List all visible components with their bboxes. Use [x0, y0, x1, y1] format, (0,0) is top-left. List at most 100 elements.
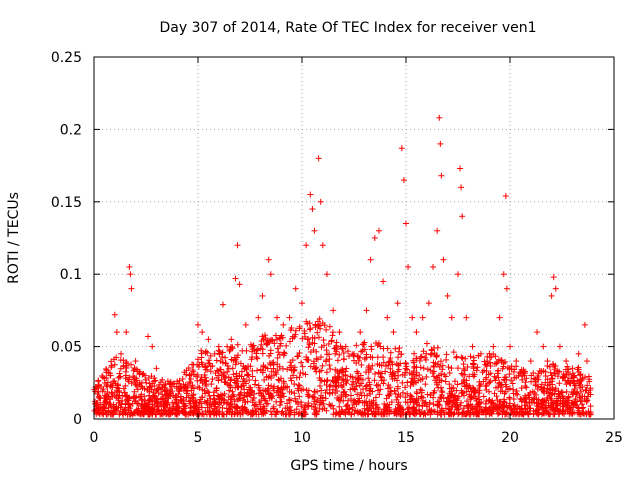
data-point-peak	[581, 321, 588, 328]
data-point	[327, 382, 334, 389]
data-point	[483, 397, 490, 404]
data-point	[137, 393, 144, 400]
data-point	[355, 410, 362, 417]
data-point	[226, 347, 233, 354]
data-point	[323, 377, 330, 384]
data-point-peak	[167, 389, 174, 396]
data-point	[111, 361, 118, 368]
data-point	[448, 385, 455, 392]
data-point	[433, 353, 440, 360]
data-point	[286, 396, 293, 403]
data-point-peak	[375, 227, 382, 234]
data-point	[183, 371, 190, 378]
y-tick-label: 0.05	[51, 340, 82, 356]
data-point-peak	[390, 329, 397, 336]
data-point	[467, 409, 474, 416]
data-point	[401, 372, 408, 379]
data-point	[396, 344, 403, 351]
data-point	[575, 407, 582, 414]
data-point	[395, 366, 402, 373]
data-point	[553, 397, 560, 404]
data-point	[517, 395, 524, 402]
data-point	[331, 345, 338, 352]
data-point	[445, 364, 452, 371]
data-point	[489, 397, 496, 404]
data-point	[371, 377, 378, 384]
data-point-peak	[123, 329, 130, 336]
data-point	[340, 376, 347, 383]
data-point	[246, 384, 253, 391]
data-point	[411, 399, 418, 406]
data-point	[108, 411, 115, 418]
data-point	[367, 353, 374, 360]
data-point	[446, 381, 453, 388]
data-point	[292, 395, 299, 402]
data-point-peak	[127, 271, 134, 278]
data-point	[202, 348, 209, 355]
data-point	[373, 340, 380, 347]
data-point	[404, 379, 411, 386]
data-point-peak	[394, 300, 401, 307]
data-point	[354, 353, 361, 360]
data-point	[434, 344, 441, 351]
data-point-peak	[500, 271, 507, 278]
data-point	[268, 375, 275, 382]
data-point	[551, 391, 558, 398]
data-point	[387, 369, 394, 376]
data-point	[229, 388, 236, 395]
data-point	[132, 410, 139, 417]
data-point	[329, 386, 336, 393]
data-point	[526, 405, 533, 412]
data-point	[293, 406, 300, 413]
data-point	[354, 391, 361, 398]
data-point	[446, 397, 453, 404]
data-point	[578, 398, 585, 405]
data-point	[260, 362, 267, 369]
data-point	[245, 371, 252, 378]
data-point	[314, 318, 321, 325]
data-point	[495, 356, 502, 363]
data-point	[117, 373, 124, 380]
data-point-peak	[255, 314, 262, 321]
data-point	[181, 384, 188, 391]
data-point	[262, 410, 269, 417]
data-point	[229, 365, 236, 372]
data-point	[249, 388, 256, 395]
data-point	[422, 356, 429, 363]
data-point	[439, 362, 446, 369]
data-point	[273, 411, 280, 418]
data-point	[502, 358, 509, 365]
data-point	[131, 394, 138, 401]
data-point-peak	[132, 358, 139, 365]
data-point	[575, 364, 582, 371]
data-point	[96, 408, 103, 415]
data-point	[108, 364, 115, 371]
data-point	[485, 371, 492, 378]
data-point	[375, 381, 382, 388]
data-point	[157, 395, 164, 402]
data-point	[433, 352, 440, 359]
data-point	[513, 387, 520, 394]
data-point	[128, 361, 135, 368]
data-point	[216, 408, 223, 415]
data-point	[345, 409, 352, 416]
data-point	[227, 377, 234, 384]
data-point	[291, 390, 298, 397]
data-point	[508, 377, 515, 384]
data-point	[354, 376, 361, 383]
data-point	[161, 388, 168, 395]
data-point-peak	[587, 387, 594, 394]
data-point	[196, 404, 203, 411]
data-point-peak	[145, 333, 152, 340]
data-point	[461, 367, 468, 374]
data-point-peak	[448, 314, 455, 321]
data-point	[398, 351, 405, 358]
data-point	[219, 354, 226, 361]
data-point	[587, 403, 594, 410]
data-point	[171, 380, 178, 387]
data-point	[549, 385, 556, 392]
data-point	[270, 405, 277, 412]
data-point-peak	[180, 381, 187, 388]
data-point-peak	[575, 350, 582, 357]
data-point	[149, 411, 156, 418]
